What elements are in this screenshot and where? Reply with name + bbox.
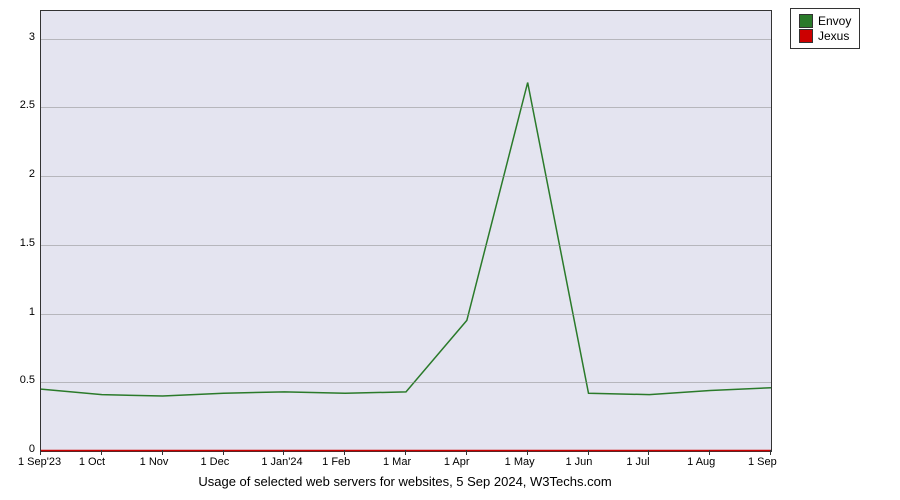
legend-item: Jexus [799, 29, 851, 43]
x-tick [405, 450, 406, 455]
chart-svg [41, 11, 771, 451]
x-tick [283, 450, 284, 455]
x-tick-label: 1 Jun [566, 456, 593, 468]
x-tick [344, 450, 345, 455]
x-tick-label: 1 Jul [626, 456, 649, 468]
grid-line [41, 382, 771, 383]
grid-line [41, 107, 771, 108]
x-tick [101, 450, 102, 455]
grid-line [41, 245, 771, 246]
grid-line [41, 314, 771, 315]
x-tick [709, 450, 710, 455]
x-tick-label: 1 Nov [140, 456, 169, 468]
legend-item: Envoy [799, 14, 851, 28]
x-tick [223, 450, 224, 455]
x-tick [588, 450, 589, 455]
series-line [41, 83, 771, 397]
x-tick-label: 1 Dec [201, 456, 230, 468]
x-tick-label: 1 Jan'24 [261, 456, 302, 468]
grid-line [41, 39, 771, 40]
y-tick-label: 1.5 [20, 237, 35, 249]
grid-line [41, 176, 771, 177]
chart-container: EnvoyJexus Usage of selected web servers… [0, 0, 900, 500]
x-tick-label: 1 Sep [748, 456, 777, 468]
y-tick-label: 2 [29, 168, 35, 180]
x-tick [648, 450, 649, 455]
x-tick-label: 1 Apr [444, 456, 470, 468]
y-tick-label: 3 [29, 31, 35, 43]
x-tick-label: 1 Oct [79, 456, 105, 468]
x-tick [466, 450, 467, 455]
x-tick [40, 450, 41, 455]
x-tick [770, 450, 771, 455]
x-tick-label: 1 May [505, 456, 535, 468]
x-tick [162, 450, 163, 455]
chart-caption: Usage of selected web servers for websit… [40, 474, 770, 489]
legend-swatch [799, 14, 813, 28]
legend-box: EnvoyJexus [790, 8, 860, 49]
x-tick-label: 1 Mar [383, 456, 411, 468]
y-tick-label: 0.5 [20, 374, 35, 386]
legend-label: Jexus [818, 29, 849, 43]
y-tick-label: 1 [29, 306, 35, 318]
plot-area [40, 10, 772, 452]
x-tick-label: 1 Sep'23 [18, 456, 61, 468]
x-tick-label: 1 Feb [322, 456, 350, 468]
x-tick-label: 1 Aug [687, 456, 715, 468]
legend-swatch [799, 29, 813, 43]
y-tick-label: 2.5 [20, 99, 35, 111]
x-tick [527, 450, 528, 455]
legend-label: Envoy [818, 14, 851, 28]
y-tick-label: 0 [29, 443, 35, 455]
